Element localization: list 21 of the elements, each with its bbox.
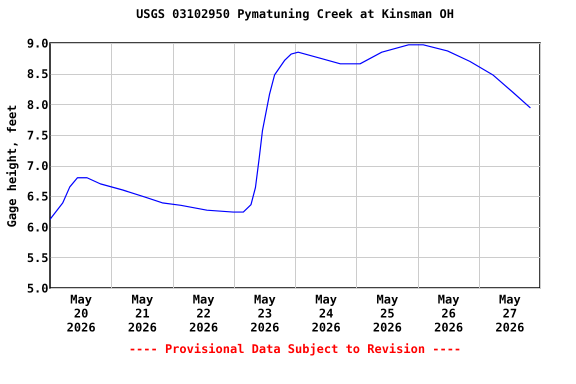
x-tick-label: May 22 2026 (189, 292, 218, 334)
y-tick-label: 6.5 (26, 190, 48, 204)
y-tick-label: 8.5 (26, 67, 48, 82)
y-tick-label: 7.5 (26, 128, 48, 142)
x-tick-label: May 21 2026 (128, 292, 157, 334)
line-series (50, 44, 532, 220)
y-tick-label: 9.0 (26, 36, 48, 50)
x-tick-label: May 25 2026 (372, 292, 402, 334)
y-tick-label: 5.0 (26, 282, 48, 296)
y-tick-label: 7.0 (26, 159, 48, 173)
y-tick-label: 5.5 (26, 250, 48, 265)
text: ---- Provisional Data Subject to Revision ---- (128, 342, 462, 356)
x-tick-label: May 23 2026 (250, 292, 280, 334)
x-tick-label: May 24 2026 (312, 292, 341, 334)
x-tick-label: May 27 2026 (495, 292, 524, 334)
chart-title: USGS 03102950 Pymatuning Creek at Kinsman OH (136, 7, 454, 21)
x-tick-label: May 20 2026 (66, 292, 96, 334)
y-tick-label: 6.0 (26, 220, 48, 234)
y-axis-title: Gage height, feet (4, 104, 19, 228)
x-tick-label: May 26 2026 (434, 292, 464, 334)
y-tick-label: 8.0 (26, 98, 48, 112)
